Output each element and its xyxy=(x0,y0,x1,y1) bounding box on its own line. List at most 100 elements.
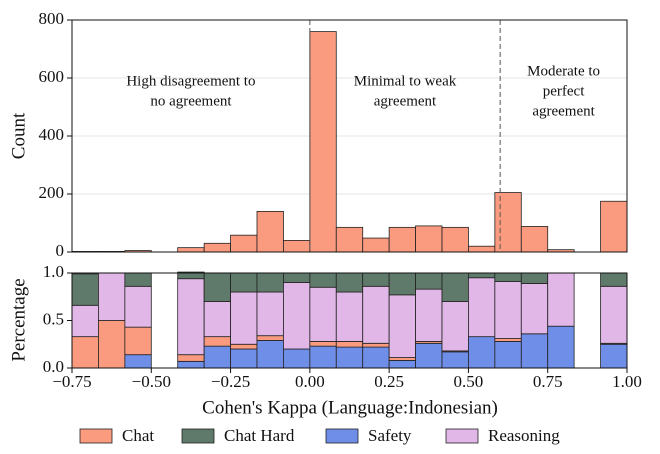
bar-segment xyxy=(124,285,152,328)
legend-swatch xyxy=(181,428,215,444)
bar-segment xyxy=(256,272,284,293)
annotation: perfect xyxy=(543,83,585,99)
legend-swatch xyxy=(79,428,113,444)
bar-segment xyxy=(124,272,152,287)
bar-segment xyxy=(309,272,337,288)
bar xyxy=(415,225,443,253)
y-tick-label: 600 xyxy=(39,67,65,86)
x-tick-label: 1.00 xyxy=(612,372,642,391)
bar-segment xyxy=(335,272,364,293)
x-tick-label: −0.50 xyxy=(132,372,171,391)
bar-segment xyxy=(441,301,469,352)
x-tick-label: −0.25 xyxy=(211,372,250,391)
bar-segment xyxy=(283,272,311,283)
x-tick-label: 0.75 xyxy=(533,372,563,391)
bar xyxy=(309,31,337,253)
bar-segment xyxy=(177,354,205,362)
y-tick-label: 0.5 xyxy=(43,309,64,328)
bar-segment xyxy=(203,301,231,338)
bar-segment xyxy=(335,291,364,342)
bar-segment xyxy=(177,278,205,356)
legend-swatch xyxy=(325,428,359,444)
bar-segment xyxy=(388,357,416,361)
bar-segment xyxy=(441,351,469,369)
legend-label: Chat Hard xyxy=(224,426,295,445)
axes-frame xyxy=(71,272,628,369)
y-tick-label: 800 xyxy=(39,9,65,28)
bar-segment xyxy=(415,272,443,290)
bar-segment xyxy=(98,320,126,369)
bar xyxy=(441,226,469,253)
annotation: agreement xyxy=(374,93,437,109)
x-axis-label: Cohen's Kappa (Language:Indonesian) xyxy=(202,397,498,418)
bar-segment xyxy=(124,326,152,356)
bar xyxy=(520,226,549,253)
bar-segment xyxy=(230,272,258,293)
x-tick-label: 0.00 xyxy=(295,372,325,391)
bar-segment xyxy=(520,333,549,369)
bar-segment xyxy=(415,288,443,342)
y-tick-label: 0 xyxy=(56,241,65,260)
bar xyxy=(335,226,364,253)
bar-segment xyxy=(600,272,628,287)
bar-segment xyxy=(256,335,284,341)
bar xyxy=(203,242,231,253)
x-tick-label: −0.75 xyxy=(52,372,91,391)
bar-segment xyxy=(256,291,284,337)
bar-segment xyxy=(124,354,152,369)
bar-segment xyxy=(388,294,416,358)
x-tick-label: 0.25 xyxy=(374,372,404,391)
annotation: Moderate to xyxy=(527,63,600,79)
bar-segment xyxy=(203,272,231,302)
bar-segment xyxy=(362,346,390,369)
legend-label: Chat xyxy=(122,426,154,445)
bar xyxy=(388,226,416,253)
bar-segment xyxy=(468,272,496,279)
bar-segment xyxy=(309,345,337,369)
bar-segment xyxy=(283,348,311,369)
bar xyxy=(468,245,496,253)
bar-segment xyxy=(520,283,549,335)
bar-segment xyxy=(177,360,205,369)
bar-segment xyxy=(547,272,575,327)
bar-segment xyxy=(203,336,231,347)
y-axis-label: Count xyxy=(8,112,29,159)
bar-segment xyxy=(335,346,364,369)
annotation: High disagreement to xyxy=(126,73,255,89)
bar-segment xyxy=(494,281,522,339)
y-tick-label: 0.0 xyxy=(43,357,64,376)
bar-segment xyxy=(520,272,549,284)
legend-label: Safety xyxy=(368,426,412,445)
bar-segment xyxy=(441,272,469,302)
bar-segment xyxy=(71,273,99,306)
bar-segment xyxy=(494,338,522,342)
bar xyxy=(494,192,522,253)
bar-segment xyxy=(283,282,311,350)
bar xyxy=(256,210,284,253)
y-tick-label: 400 xyxy=(39,125,65,144)
bar xyxy=(283,239,311,253)
annotation: agreement xyxy=(532,103,595,119)
annotation: no agreement xyxy=(150,93,232,109)
x-tick-label: 0.50 xyxy=(454,372,484,391)
bar xyxy=(177,247,205,253)
axes-frame xyxy=(71,19,628,253)
bar-segment xyxy=(71,336,99,369)
bar-segment xyxy=(494,272,522,282)
bar xyxy=(230,234,258,253)
bar-segment xyxy=(494,340,522,369)
bar-segment xyxy=(230,343,258,350)
bar xyxy=(362,237,390,253)
legend-swatch xyxy=(445,428,479,444)
bar-segment xyxy=(203,345,231,369)
bar-segment xyxy=(547,325,575,369)
y-tick-label: 200 xyxy=(39,183,65,202)
bar-segment xyxy=(468,336,496,369)
bar-segment xyxy=(230,348,258,369)
bar-segment xyxy=(600,343,628,369)
bar-segment xyxy=(256,340,284,369)
bar-segment xyxy=(388,272,416,296)
bar-segment xyxy=(230,291,258,345)
bar-segment xyxy=(309,340,337,347)
